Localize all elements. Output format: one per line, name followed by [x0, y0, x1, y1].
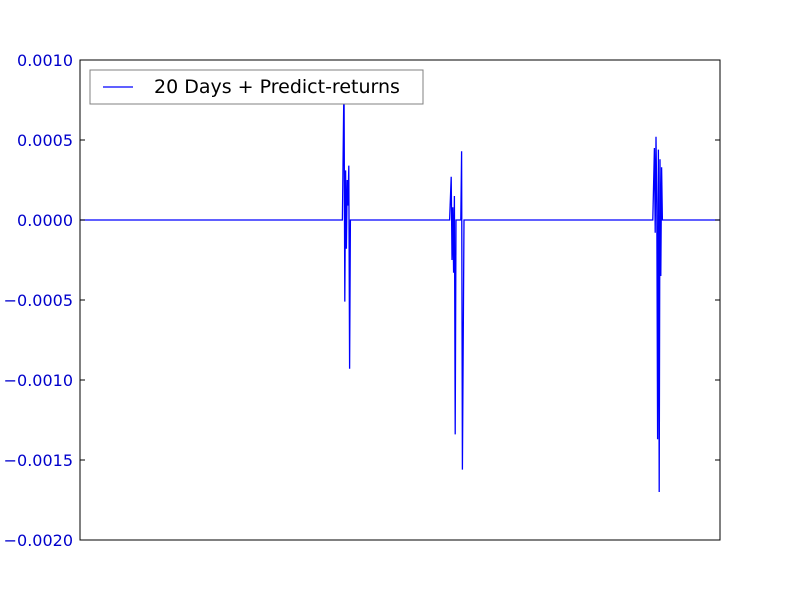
legend-frame	[89, 69, 424, 105]
series-line-0	[80, 77, 720, 493]
legend-label: 20 Days + Predict-returns	[154, 76, 400, 98]
y-tick-label: 0.0010	[17, 51, 73, 70]
plot-area	[80, 77, 720, 493]
y-tick-label: −0.0015	[4, 451, 73, 470]
y-tick-label: 0.0000	[17, 211, 73, 230]
y-tick-label: −0.0020	[4, 531, 73, 550]
y-tick-label: −0.0010	[4, 371, 73, 390]
y-tick-label: −0.0005	[4, 291, 73, 310]
legend: 20 Days + Predict-returns	[89, 69, 424, 105]
y-axis: 0.0010 0.0005 0.0000 −0.0005 −0.0010 −0.0015 −…	[4, 51, 720, 550]
y-tick-label: 0.0005	[17, 131, 73, 150]
